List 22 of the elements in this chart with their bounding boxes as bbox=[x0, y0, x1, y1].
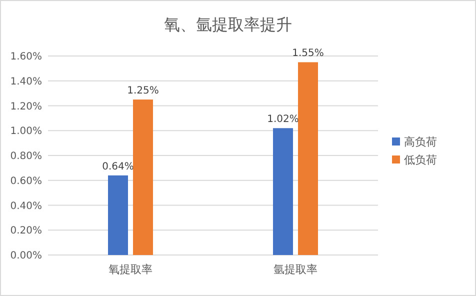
data-label: 1.25% bbox=[127, 86, 159, 97]
y-tick-label: 1.20% bbox=[10, 101, 42, 112]
x-tick-label: 氩提取率 bbox=[274, 263, 318, 276]
y-tick-label: 0.00% bbox=[10, 250, 42, 262]
data-label: 0.64% bbox=[102, 161, 134, 172]
y-tick-label: 1.40% bbox=[10, 76, 42, 88]
y-tick-label: 0.60% bbox=[10, 176, 42, 187]
y-tick-label: 1.00% bbox=[10, 126, 42, 138]
bar bbox=[108, 175, 128, 255]
data-label: 1.55% bbox=[292, 48, 324, 60]
y-tick-label: 0.40% bbox=[10, 200, 42, 212]
data-label: 1.02% bbox=[267, 114, 299, 126]
y-tick-label: 1.60% bbox=[10, 52, 42, 62]
bar bbox=[298, 62, 318, 255]
bar bbox=[273, 128, 293, 255]
y-tick-label: 0.80% bbox=[10, 151, 42, 162]
bar bbox=[133, 100, 153, 255]
y-tick-label: 0.20% bbox=[10, 226, 42, 237]
legend-label: 低负荷 bbox=[404, 153, 437, 166]
chart-title: 氧、氩提取率提升 bbox=[164, 15, 292, 34]
legend-label: 高负荷 bbox=[404, 135, 437, 148]
x-tick-label: 氧提取率 bbox=[108, 263, 152, 276]
